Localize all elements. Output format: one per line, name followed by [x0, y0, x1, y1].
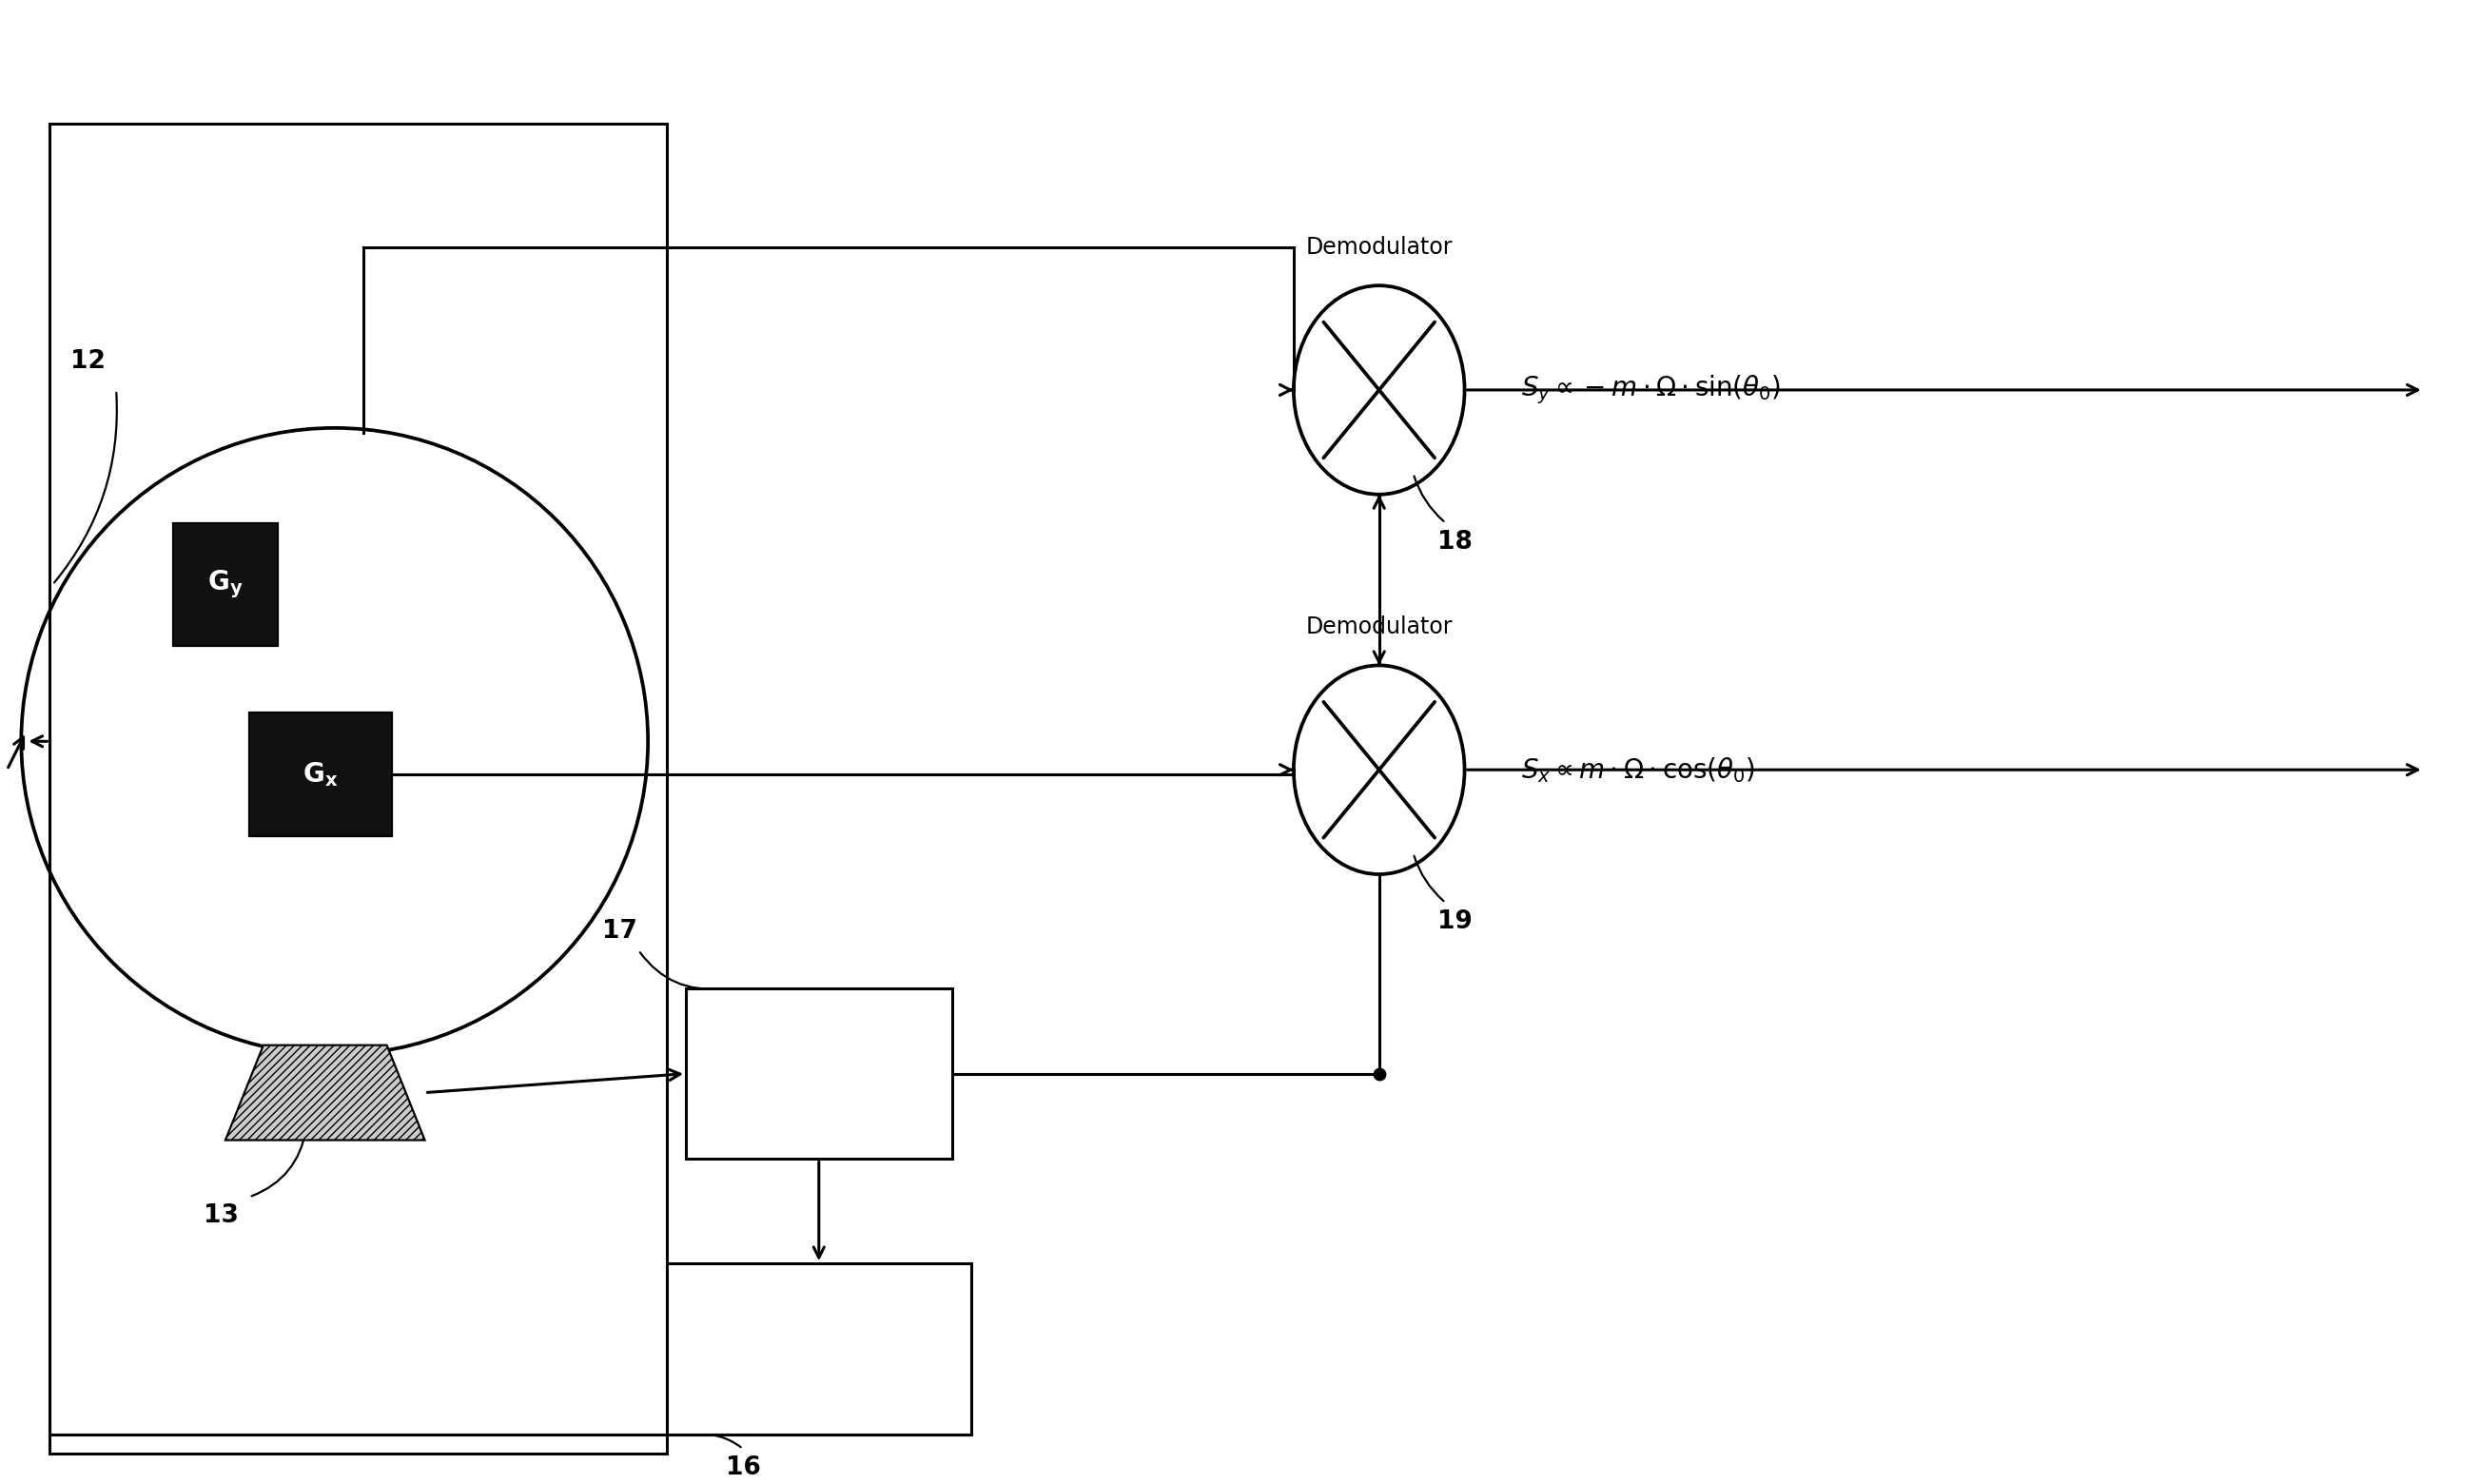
Text: 16: 16 [724, 1456, 761, 1480]
Text: Demodulator: Demodulator [1304, 236, 1453, 260]
FancyBboxPatch shape [687, 988, 952, 1159]
Text: $\mathbf{G_y}$: $\mathbf{G_y}$ [208, 568, 243, 601]
Text: $S_x \propto m \cdot \Omega \cdot \cos(\theta_0)$: $S_x \propto m \cdot \Omega \cdot \cos(\… [1523, 755, 1756, 785]
Text: $\mathbf{G_x}$: $\mathbf{G_x}$ [303, 760, 337, 788]
Text: 17: 17 [603, 919, 637, 944]
FancyBboxPatch shape [248, 712, 392, 837]
Polygon shape [226, 1045, 424, 1140]
Text: $S_y \propto -m \cdot \Omega \cdot \sin(\theta_0)$: $S_y \propto -m \cdot \Omega \cdot \sin(… [1523, 374, 1781, 407]
FancyBboxPatch shape [667, 1263, 970, 1435]
Text: Signal
Conditioning: Signal Conditioning [751, 1054, 885, 1094]
Text: Modulator Signal
Generator: Modulator Signal Generator [729, 1328, 908, 1370]
Text: 13: 13 [203, 1204, 238, 1229]
Text: 18: 18 [1438, 530, 1473, 554]
Text: 12: 12 [69, 349, 104, 374]
FancyBboxPatch shape [174, 522, 278, 647]
Text: 19: 19 [1438, 910, 1473, 933]
Text: Demodulator: Demodulator [1304, 616, 1453, 638]
